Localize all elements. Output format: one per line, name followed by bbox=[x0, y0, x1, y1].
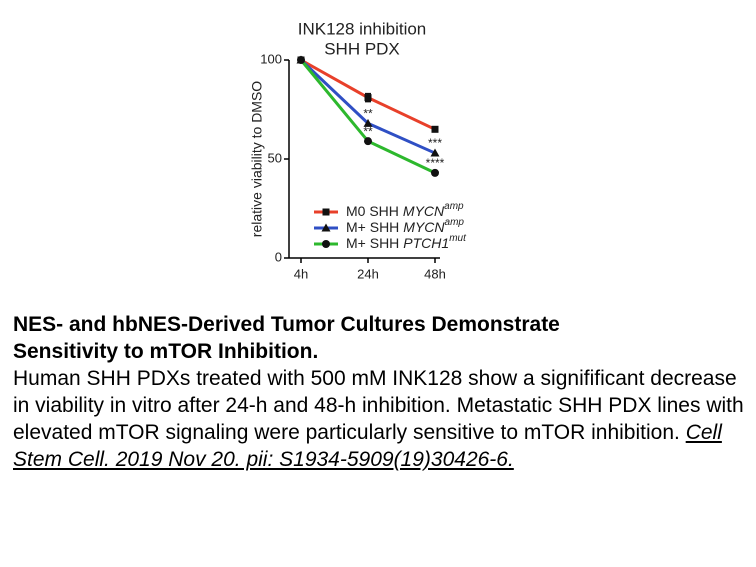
legend-gene: MYCN bbox=[403, 203, 445, 219]
legend-gene-sup: mut bbox=[449, 233, 467, 244]
citation-link[interactable]: Cell Stem Cell. 2019 Nov 20. pii: S1934-… bbox=[13, 421, 722, 471]
significance: **** bbox=[426, 156, 445, 170]
x-tick-label: 48h bbox=[424, 266, 446, 281]
significance: *** bbox=[428, 136, 442, 150]
y-axis-label: relative viability to DMSO bbox=[249, 81, 265, 237]
significance: ** bbox=[363, 107, 373, 121]
chart-subtitle: SHH PDX bbox=[324, 39, 400, 58]
marker bbox=[431, 125, 439, 133]
marker bbox=[430, 148, 440, 157]
legend-text: M+ SHH MYCNamp bbox=[346, 217, 464, 235]
marker bbox=[364, 94, 372, 102]
x-tick-label: 4h bbox=[294, 266, 308, 281]
chart: INK128 inhibition SHH PDX relative viabi… bbox=[249, 19, 467, 281]
significance: ** bbox=[363, 124, 373, 138]
marker bbox=[297, 56, 305, 64]
legend-text: M0 SHH MYCNamp bbox=[346, 201, 464, 219]
y-tick-label: 100 bbox=[260, 51, 282, 66]
y-tick-label: 0 bbox=[275, 249, 282, 264]
marker bbox=[364, 137, 372, 146]
legend-marker bbox=[322, 240, 330, 248]
legend-text: M+ SHH PTCH1mut bbox=[346, 233, 467, 251]
caption-body: Human SHH PDXs treated with 500 mM INK12… bbox=[13, 367, 744, 444]
y-tick-label: 50 bbox=[268, 150, 282, 165]
marker bbox=[431, 168, 439, 177]
legend-gene-sup: amp bbox=[444, 201, 464, 212]
legend-name: M+ SHH bbox=[346, 219, 399, 235]
chart-title: INK128 inhibition bbox=[298, 19, 427, 38]
legend-name: M0 SHH bbox=[346, 203, 399, 219]
marker bbox=[363, 118, 373, 127]
legend-marker bbox=[321, 223, 331, 232]
legend-gene: PTCH1 bbox=[403, 235, 449, 251]
legend-name: M+ SHH bbox=[346, 235, 399, 251]
legend-gene: MYCN bbox=[403, 219, 445, 235]
legend-gene-sup: amp bbox=[445, 217, 465, 228]
caption-title: NES- and hbNES-Derived Tumor Cultures De… bbox=[13, 313, 560, 363]
legend-marker bbox=[322, 208, 330, 216]
x-tick-label: 24h bbox=[357, 266, 379, 281]
caption: NES- and hbNES-Derived Tumor Cultures De… bbox=[13, 311, 748, 473]
